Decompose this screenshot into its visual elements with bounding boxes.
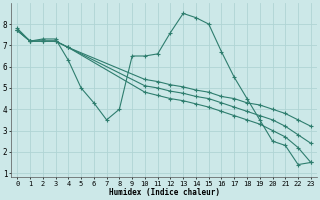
X-axis label: Humidex (Indice chaleur): Humidex (Indice chaleur) (108, 188, 220, 197)
